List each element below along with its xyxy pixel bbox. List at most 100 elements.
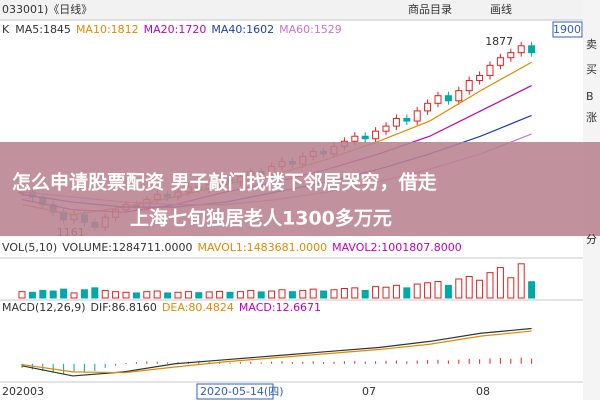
volume-bar — [174, 291, 182, 299]
volume-bar — [226, 291, 234, 299]
candle — [372, 130, 380, 140]
candle — [517, 45, 525, 54]
candle — [382, 125, 390, 132]
candle — [496, 57, 504, 66]
volume-bar — [132, 292, 140, 299]
volume-bar — [392, 284, 400, 299]
candle — [413, 110, 421, 122]
volume-bar — [80, 289, 88, 299]
volume-bar — [340, 288, 348, 299]
banner-text: 上海七旬独居老人1300多万元 — [130, 207, 392, 230]
volume-bar — [361, 289, 369, 299]
side-button[interactable]: 涨 — [586, 111, 597, 124]
volume-bar — [205, 291, 213, 299]
candle — [507, 52, 515, 59]
menu-item[interactable]: 商品目录 — [408, 2, 452, 16]
volume-bar — [351, 287, 359, 299]
volume-bar — [91, 287, 99, 299]
volume-bar — [39, 289, 47, 299]
candle — [361, 135, 369, 140]
legend-item: MACD:12.6671 — [239, 301, 321, 314]
candle — [528, 45, 536, 54]
volume-bar — [164, 292, 172, 299]
volume-bar — [216, 290, 224, 299]
time-label: 202003 — [2, 385, 44, 398]
volume-bar — [268, 290, 276, 299]
legend-item: MA10:1812 — [76, 23, 139, 36]
banner — [0, 142, 600, 236]
top-bar — [0, 0, 583, 20]
legend-item: MA20:1720 — [144, 23, 207, 36]
period-box[interactable] — [552, 21, 583, 38]
period[interactable]: 1900 — [553, 23, 581, 36]
legend-k: K — [2, 23, 10, 36]
volume-bar — [49, 290, 57, 299]
volume-bar — [247, 289, 255, 299]
side-button[interactable]: 卖 — [586, 38, 597, 51]
candle — [455, 90, 463, 102]
candle — [465, 80, 473, 92]
legend-item: MA60:1529 — [279, 23, 342, 36]
menu-item[interactable]: 画线 — [490, 2, 512, 16]
legend-item: MACD(12,26,9) — [2, 301, 86, 314]
high-label: 1877 — [485, 35, 513, 48]
volume-bar — [455, 278, 463, 299]
volume-bar — [70, 292, 78, 299]
legend-item: MAVOL1:1483681.0000 — [197, 241, 327, 254]
side-button[interactable]: 买 — [586, 63, 597, 76]
volume-bar — [195, 292, 203, 299]
banner-text: 怎么申请股票配资 男子敲门找楼下邻居哭穷，借走 — [12, 171, 437, 194]
volume-bar — [112, 291, 120, 299]
date-box — [196, 383, 274, 400]
volume-bar — [278, 289, 286, 299]
volume-bar — [320, 290, 328, 299]
time-label: 08 — [476, 385, 490, 398]
candle — [434, 95, 442, 104]
volume-bar — [122, 291, 130, 299]
volume-bar — [309, 288, 317, 299]
volume-bar — [486, 272, 494, 299]
volume-bar — [143, 291, 151, 299]
legend-item: MA5:1845 — [15, 23, 71, 36]
volume-bar — [382, 286, 390, 299]
candle — [444, 95, 452, 102]
volume-bar — [101, 289, 109, 299]
volume-bar — [18, 291, 26, 299]
legend-item: VOLUME:1284711.0000 — [62, 241, 192, 254]
volume-bar — [153, 290, 161, 299]
volume-bar — [184, 291, 192, 299]
candle — [403, 118, 411, 122]
volume-bar — [434, 281, 442, 299]
volume-bar — [299, 289, 307, 299]
code-label: 033001)《日线》 — [2, 2, 92, 16]
volume-bar — [330, 289, 338, 299]
side-button[interactable]: B — [586, 90, 594, 103]
volume-bar — [28, 291, 36, 299]
volume-bar — [372, 286, 380, 299]
volume-bar — [257, 291, 265, 299]
side-button[interactable]: 分 — [586, 233, 597, 246]
candle — [424, 102, 432, 112]
candle — [486, 64, 494, 76]
legend-item: VOL(5,10) — [2, 241, 57, 254]
volume-bar — [403, 287, 411, 299]
volume-bar — [517, 263, 525, 299]
volume-bar — [288, 291, 296, 299]
volume-bar — [60, 288, 68, 299]
volume-bar — [528, 281, 536, 299]
time-label: 2020-05-14(四) — [200, 385, 284, 398]
legend-item: DIF:86.8160 — [91, 301, 157, 314]
volume-bar — [476, 279, 484, 299]
candle — [476, 74, 484, 82]
volume-bar — [496, 267, 504, 299]
dif-line — [21, 327, 532, 377]
candle — [392, 118, 400, 127]
legend-item: MA40:1602 — [211, 23, 274, 36]
volume-bar — [444, 284, 452, 299]
legend-item: MAVOL2:1001807.8000 — [332, 241, 462, 254]
volume-bar — [236, 291, 244, 299]
dea-line — [21, 330, 532, 374]
time-label: 07 — [362, 385, 376, 398]
